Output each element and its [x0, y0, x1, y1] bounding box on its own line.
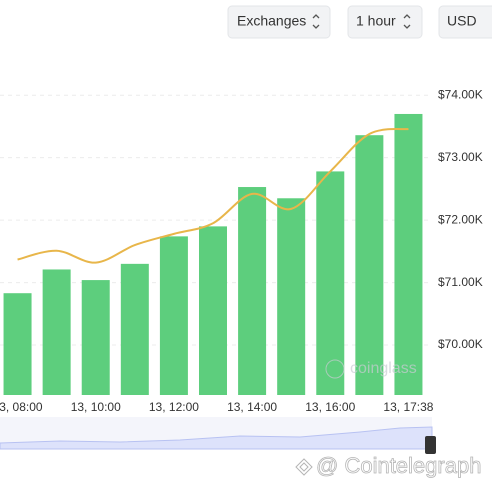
dropdown-label: USD	[447, 13, 477, 29]
bar	[277, 198, 306, 395]
bar	[81, 280, 110, 395]
bar	[120, 263, 149, 395]
bar	[316, 171, 345, 395]
x-tick-label: 13, 17:38	[383, 400, 433, 414]
y-tick-label: $70.00K	[438, 337, 483, 351]
bar	[394, 113, 423, 395]
y-tick-label: $73.00K	[438, 150, 483, 164]
navigator-area	[0, 426, 433, 450]
bar	[159, 236, 188, 395]
price-line	[17, 127, 409, 264]
x-tick-label: 13, 08:00	[0, 400, 43, 414]
bar	[238, 187, 267, 395]
bar	[42, 269, 71, 395]
y-tick-label: $72.00K	[438, 212, 483, 226]
watermark-logo	[325, 359, 345, 379]
chevron	[403, 14, 411, 29]
bar	[199, 226, 227, 395]
y-tick-label: $74.00K	[438, 87, 483, 101]
navigator	[0, 417, 436, 454]
x-tick-label: 13, 12:00	[149, 400, 199, 414]
bar	[355, 135, 384, 395]
interval-dropdown[interactable]	[347, 5, 423, 39]
watermark-logo	[295, 458, 313, 476]
bar	[3, 293, 32, 395]
x-tick-label: 13, 16:00	[305, 400, 355, 414]
y-tick-label: $71.00K	[438, 275, 483, 289]
navigator-handle[interactable]	[425, 436, 436, 454]
watermark: coinglass	[350, 360, 417, 377]
exchanges-dropdown[interactable]	[227, 5, 331, 39]
x-tick-label: 13, 10:00	[71, 400, 121, 414]
controls: Exchanges 1 hour USD	[227, 5, 492, 39]
x-tick-label: 13, 14:00	[227, 400, 277, 414]
watermark: @ Cointelegraph	[316, 453, 481, 478]
currency-dropdown[interactable]	[438, 5, 492, 39]
chevron	[312, 14, 320, 29]
dropdown-label: 1 hour	[356, 13, 396, 29]
dropdown-label: Exchanges	[237, 13, 306, 29]
